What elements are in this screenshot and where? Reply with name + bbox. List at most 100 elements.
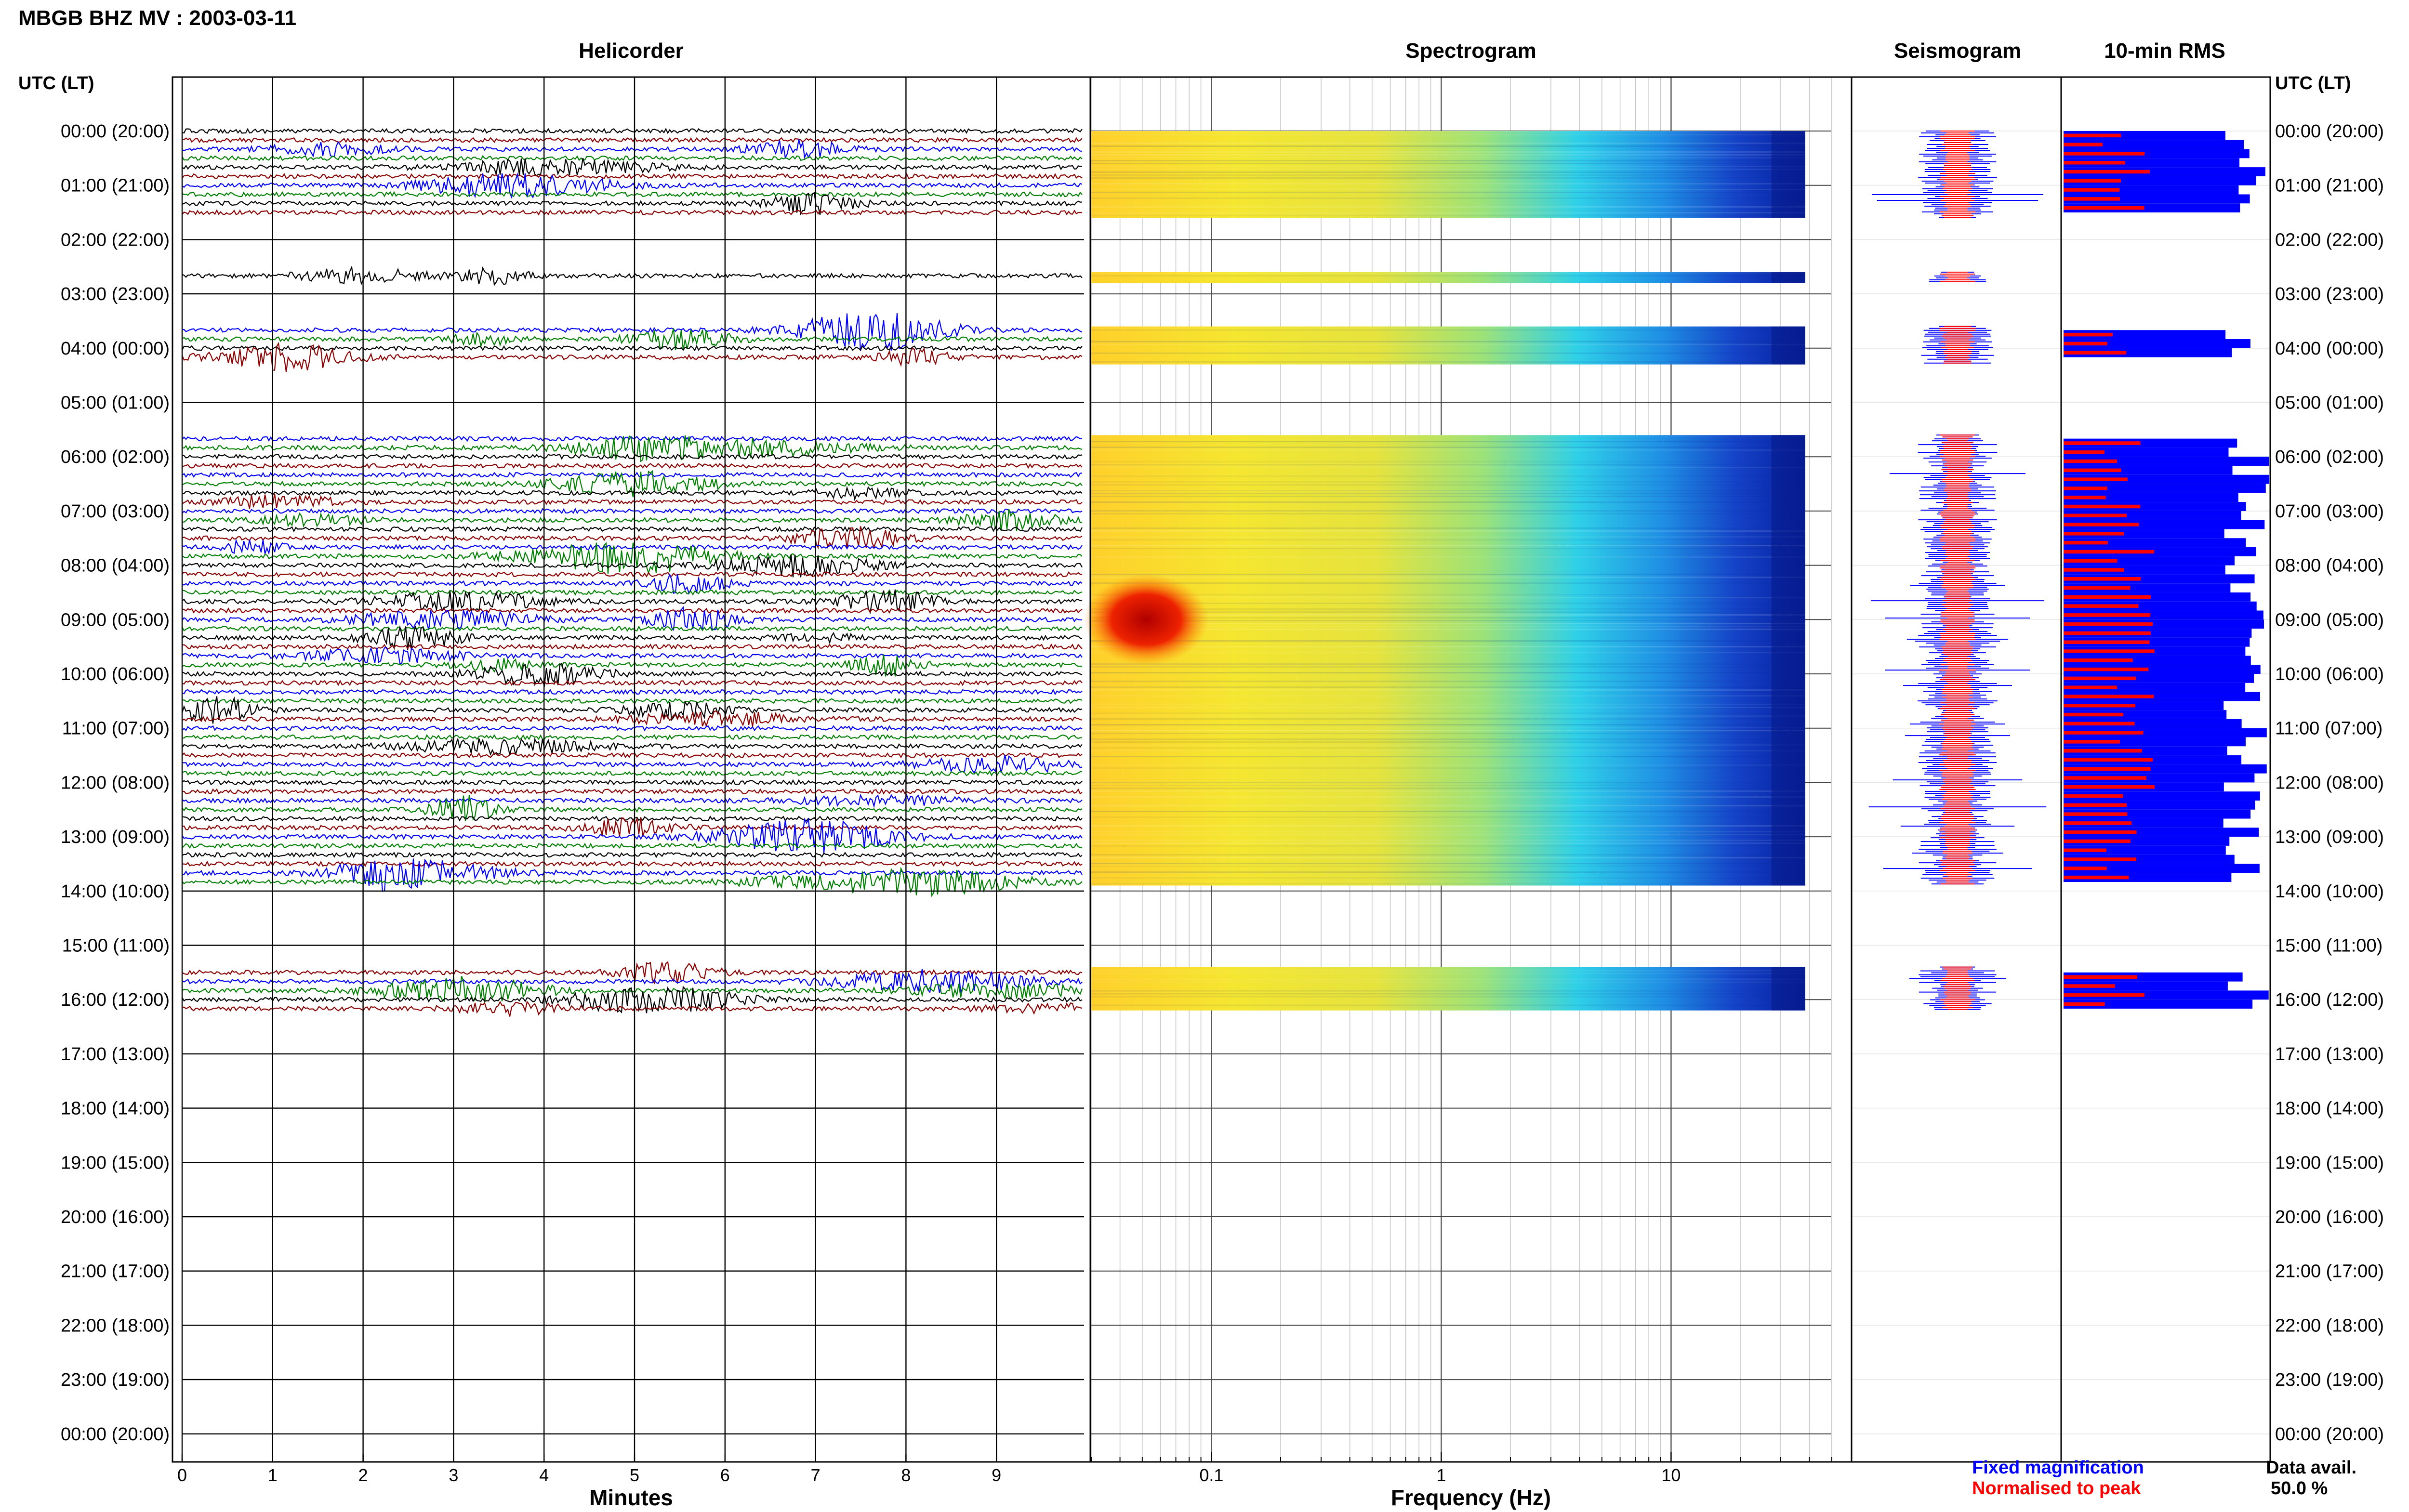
helicorder-trace — [182, 795, 1083, 821]
y-tick-label: 05:00 (01:00) — [2275, 393, 2384, 413]
x-tick-label: 5 — [630, 1465, 639, 1485]
helicorder-trace — [182, 817, 1083, 837]
helicorder-trace — [182, 542, 1083, 575]
spectrogram-streak — [1091, 169, 1805, 170]
figure-title: MBGB BHZ MV : 2003-03-11 — [18, 6, 296, 30]
y-tick-label: 13:00 (09:00) — [61, 827, 170, 847]
spectrogram-streak — [1091, 461, 1805, 463]
rms-bar-normalised — [2064, 468, 2121, 473]
rms-bar-normalised — [2064, 133, 2121, 138]
rms-bar-fixed — [2064, 131, 2225, 140]
spectrogram-streak — [1091, 978, 1805, 980]
spectrogram-streak — [1091, 341, 1805, 342]
y-tick-label: 19:00 (15:00) — [2275, 1153, 2384, 1173]
spectrogram-streak — [1091, 666, 1805, 668]
spectrogram-streak — [1091, 464, 1805, 466]
helicorder-trace — [182, 265, 1083, 287]
spectrogram-block — [1091, 272, 1805, 283]
spectrogram-streak — [1091, 160, 1805, 161]
y-tick-labels-left: 00:00 (20:00) 01:00 (21:00) 02:00 (22:00) 0… — [61, 121, 170, 1445]
spectrogram-streak — [1091, 790, 1805, 792]
y-tick-label: 06:00 (02:00) — [2275, 447, 2384, 467]
helicorder-trace — [182, 860, 1083, 868]
spectrogram-streak — [1091, 197, 1805, 199]
rms-bar-normalised — [2064, 459, 2118, 463]
rms-bar-fixed — [2064, 990, 2269, 1000]
rms-bar-normalised — [2064, 821, 2132, 825]
y-tick-label: 16:00 (12:00) — [2275, 990, 2384, 1010]
spectrogram-streak — [1091, 603, 1805, 605]
spectrogram-streak — [1091, 192, 1805, 193]
spectrogram-streak — [1091, 626, 1805, 628]
spectrogram-streak — [1091, 441, 1805, 443]
spectrogram-streak — [1091, 640, 1805, 642]
spectrogram-streak — [1091, 744, 1805, 746]
spectrogram-streak — [1091, 1004, 1805, 1006]
spectrogram-streak — [1091, 623, 1805, 625]
rms-bar-normalised — [2064, 332, 2113, 337]
rms-bar-normalised — [2064, 649, 2155, 653]
spectrogram-block — [1091, 326, 1805, 365]
rms-bar-fixed — [2064, 447, 2229, 457]
spectrogram-streak — [1091, 973, 1805, 974]
helicorder-trace — [182, 328, 1083, 350]
rms-bar-fixed — [2064, 737, 2246, 747]
rms-bar-normalised — [2064, 477, 2128, 481]
spectrogram-streak — [1091, 730, 1805, 732]
y-tick-label: 11:00 (07:00) — [62, 719, 170, 739]
rms-bar-normalised — [2064, 604, 2139, 608]
rms-bar-normalised — [2064, 640, 2150, 644]
rms-bar-normalised — [2064, 794, 2123, 798]
data-avail-value: 50.0 % — [2271, 1478, 2328, 1499]
rms-bar-normalised — [2064, 540, 2108, 545]
helicorder-trace — [182, 509, 1083, 531]
rms-bar-fixed — [2064, 167, 2265, 176]
helicorder-trace — [182, 737, 1083, 756]
rms-bar-fixed — [2064, 474, 2269, 484]
helicorder-trace — [182, 435, 1083, 442]
helicorder-trace — [182, 493, 1083, 509]
y-tick-label: 01:00 (21:00) — [2275, 176, 2384, 196]
spectrogram-streak — [1091, 577, 1805, 579]
spectrogram-streak — [1091, 831, 1805, 833]
spectrogram-streak — [1091, 646, 1805, 648]
y-tick-label: 04:00 (00:00) — [61, 339, 170, 359]
spectrogram-streak — [1091, 151, 1805, 153]
rms-bar-normalised — [2064, 179, 2121, 183]
helicorder-trace — [182, 462, 1083, 469]
spectrogram-streak — [1091, 530, 1805, 532]
helicorder-trace — [182, 662, 1083, 687]
spectrogram-streak — [1091, 785, 1805, 787]
rms-bar-fixed — [2064, 719, 2242, 728]
helicorder-trace — [182, 344, 1083, 352]
rms-bar-fixed — [2064, 845, 2226, 855]
y-tick-label: 11:00 (07:00) — [2275, 719, 2383, 739]
spectrogram-streak — [1091, 857, 1805, 859]
x-axis-label-frequency: Frequency (Hz) — [1391, 1485, 1551, 1510]
rms-bar-fixed — [2064, 656, 2251, 665]
y-tick-label: 14:00 (10:00) — [2275, 881, 2384, 902]
helicorder-trace — [182, 435, 1083, 462]
helicorder-trace — [182, 191, 1083, 198]
spectrogram-block — [1091, 435, 1805, 886]
spectrogram-streak — [1091, 539, 1805, 541]
helicorder-trace — [182, 136, 1083, 144]
spectrogram-streak — [1091, 527, 1805, 529]
spectrogram-streak — [1091, 672, 1805, 674]
rms-bar-fixed — [2064, 773, 2255, 783]
spectrogram-streak — [1091, 747, 1805, 749]
rms-bar-normalised — [2064, 342, 2107, 346]
rms-bar-fixed — [2064, 791, 2260, 801]
spectrogram-streak — [1091, 352, 1805, 354]
rms-bar-normalised — [2064, 441, 2141, 445]
spectrogram-streak — [1091, 131, 1805, 132]
rms-bar-normalised — [2064, 984, 2115, 988]
spectrogram-streak — [1091, 361, 1805, 363]
helicorder-trace — [182, 986, 1083, 1013]
rms-bar-normalised — [2064, 631, 2151, 635]
spectrogram-block — [1091, 131, 1805, 218]
rms-bar-normalised — [2064, 170, 2150, 174]
spectrogram-streak — [1091, 189, 1805, 190]
rms-bar-normalised — [2064, 486, 2107, 490]
spectrogram-streak — [1091, 447, 1805, 448]
